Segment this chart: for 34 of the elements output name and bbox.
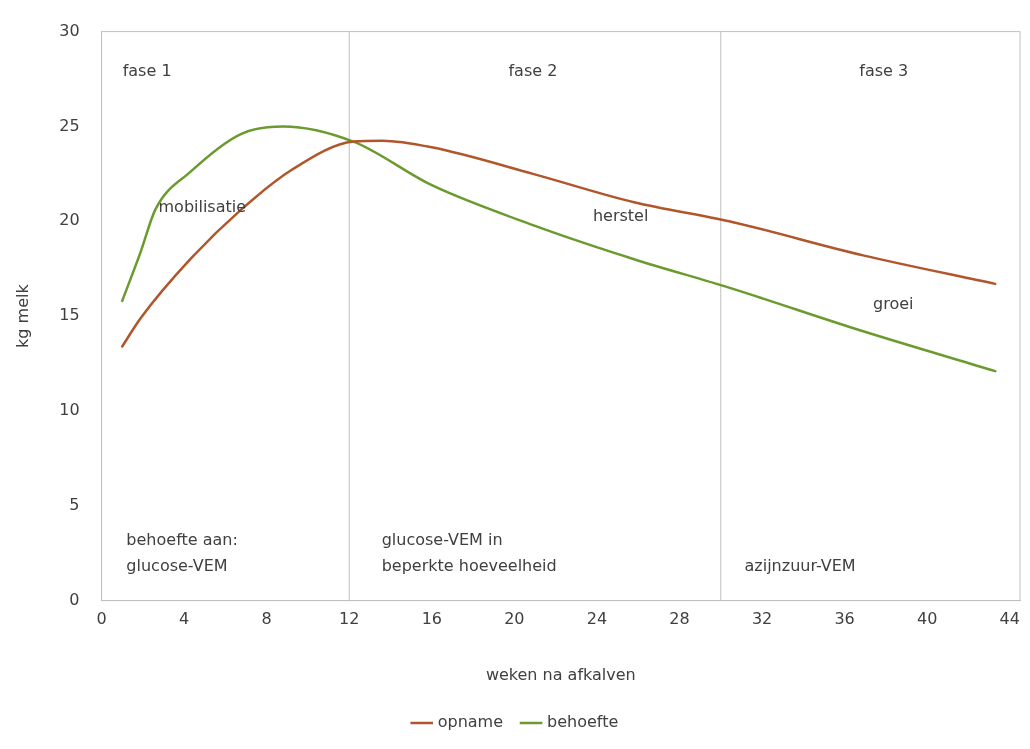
- annotation: herstel: [592, 205, 649, 225]
- annotation: behoefte aan: glucose-VEM: [126, 530, 238, 576]
- legend-label: behoefte: [547, 712, 619, 732]
- annotation: mobilisatie: [158, 197, 247, 217]
- x-tick-label: 8: [261, 609, 272, 629]
- x-tick-label: 12: [339, 609, 360, 629]
- x-tick-label: 44: [999, 609, 1020, 629]
- y-tick-label: 20: [59, 210, 80, 230]
- annotation: glucose-VEM in beperkte hoeveelheid: [381, 530, 557, 576]
- x-tick-label: 40: [916, 609, 938, 629]
- y-tick-label: 30: [59, 20, 80, 40]
- legend-label: opname: [437, 712, 504, 732]
- annotation: fase 3: [859, 60, 909, 80]
- x-tick-label: 16: [421, 609, 442, 629]
- y-tick-label: 15: [59, 305, 80, 325]
- y-tick-label: 25: [59, 115, 80, 135]
- x-tick-label: 24: [586, 609, 608, 629]
- x-tick-label: 20: [504, 609, 525, 629]
- x-tick-label: 28: [669, 609, 690, 629]
- annotation: fase 1: [122, 60, 172, 80]
- annotation: azijnzuur-VEM: [744, 555, 856, 575]
- x-tick-label: 36: [834, 609, 855, 629]
- y-tick-label: 0: [69, 589, 80, 609]
- y-tick-label: 5: [69, 494, 80, 514]
- annotation: fase 2: [508, 60, 558, 80]
- line-series: [120, 139, 997, 348]
- x-tick-label: 32: [751, 609, 773, 629]
- y-axis-title: kg melk: [12, 283, 32, 348]
- line-series: [120, 125, 997, 373]
- annotation: groei: [873, 293, 914, 313]
- x-tick-label: 4: [179, 609, 190, 629]
- y-tick-label: 10: [59, 400, 80, 420]
- x-axis-title: weken na afkalven: [485, 664, 636, 684]
- x-tick-label: 0: [96, 609, 107, 629]
